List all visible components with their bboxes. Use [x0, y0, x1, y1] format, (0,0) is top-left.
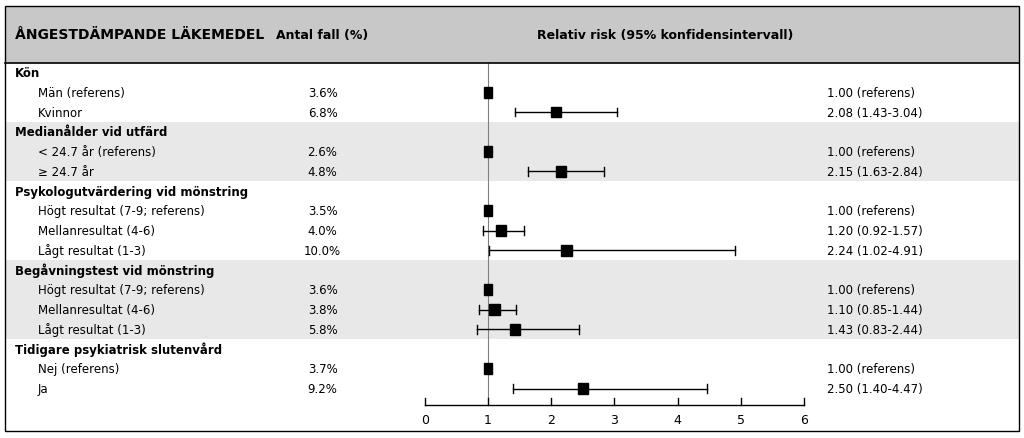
- Text: Mellanresultat (4-6): Mellanresultat (4-6): [38, 225, 155, 237]
- Bar: [484, 364, 493, 374]
- Text: Antal fall (%): Antal fall (%): [276, 28, 369, 42]
- Text: Kvinnor: Kvinnor: [38, 106, 83, 119]
- Text: Ja: Ja: [38, 382, 48, 395]
- Bar: [5, 182, 1019, 201]
- Text: Relativ risk (95% konfidensintervall): Relativ risk (95% konfidensintervall): [538, 28, 794, 42]
- Bar: [484, 206, 493, 217]
- Text: Tidigare psykiatrisk slutenvård: Tidigare psykiatrisk slutenvård: [15, 342, 222, 357]
- Bar: [5, 123, 1019, 142]
- Text: 4.0%: 4.0%: [307, 225, 338, 237]
- Text: ≥ 24.7 år: ≥ 24.7 år: [38, 166, 94, 178]
- Text: 1.00 (referens): 1.00 (referens): [827, 363, 915, 375]
- Text: 3.7%: 3.7%: [307, 363, 338, 375]
- Text: 1.00 (referens): 1.00 (referens): [827, 87, 915, 99]
- Text: Lågt resultat (1-3): Lågt resultat (1-3): [38, 244, 145, 258]
- Text: 2.24 (1.02-4.91): 2.24 (1.02-4.91): [827, 244, 924, 257]
- Bar: [496, 226, 506, 237]
- Bar: [5, 142, 1019, 162]
- Text: 5: 5: [736, 413, 744, 426]
- Text: 2.08 (1.43-3.04): 2.08 (1.43-3.04): [827, 106, 923, 119]
- Text: 6: 6: [800, 413, 808, 426]
- Text: Lågt resultat (1-3): Lågt resultat (1-3): [38, 323, 145, 336]
- Bar: [484, 285, 493, 296]
- Bar: [484, 147, 493, 158]
- Bar: [551, 107, 561, 118]
- Text: 3.8%: 3.8%: [308, 304, 337, 316]
- Text: Högt resultat (7-9; referens): Högt resultat (7-9; referens): [38, 205, 205, 218]
- Text: Kön: Kön: [15, 67, 41, 80]
- Text: 3: 3: [610, 413, 618, 426]
- Bar: [5, 201, 1019, 221]
- Text: 1: 1: [484, 413, 493, 426]
- Text: 9.2%: 9.2%: [307, 382, 338, 395]
- Text: 2: 2: [547, 413, 555, 426]
- Bar: [489, 304, 500, 315]
- Text: 2.6%: 2.6%: [307, 146, 338, 159]
- Text: 3.6%: 3.6%: [307, 87, 338, 99]
- Bar: [561, 245, 571, 256]
- Text: Män (referens): Män (referens): [38, 87, 125, 99]
- Text: 0: 0: [421, 413, 429, 426]
- Bar: [5, 261, 1019, 280]
- Bar: [5, 83, 1019, 103]
- Bar: [578, 383, 588, 394]
- Text: 10.0%: 10.0%: [304, 244, 341, 257]
- Bar: [5, 241, 1019, 261]
- Text: 1.00 (referens): 1.00 (referens): [827, 205, 915, 218]
- Text: 3.6%: 3.6%: [307, 284, 338, 297]
- Text: 5.8%: 5.8%: [308, 323, 337, 336]
- Text: Nej (referens): Nej (referens): [38, 363, 119, 375]
- Text: Medianålder vid utfärd: Medianålder vid utfärd: [15, 126, 168, 139]
- Bar: [5, 221, 1019, 241]
- Text: Begåvningstest vid mönstring: Begåvningstest vid mönstring: [15, 263, 215, 278]
- Bar: [510, 324, 520, 335]
- Text: 1.20 (0.92-1.57): 1.20 (0.92-1.57): [827, 225, 924, 237]
- Bar: [5, 379, 1019, 399]
- Bar: [556, 166, 566, 177]
- Bar: [5, 64, 1019, 83]
- Bar: [5, 103, 1019, 123]
- Bar: [5, 320, 1019, 339]
- Bar: [5, 280, 1019, 300]
- Bar: [5, 162, 1019, 182]
- Text: 1.10 (0.85-1.44): 1.10 (0.85-1.44): [827, 304, 923, 316]
- Bar: [5, 359, 1019, 379]
- Text: Högt resultat (7-9; referens): Högt resultat (7-9; referens): [38, 284, 205, 297]
- Bar: [5, 339, 1019, 359]
- Text: 4: 4: [674, 413, 682, 426]
- Text: 3.5%: 3.5%: [308, 205, 337, 218]
- Text: 6.8%: 6.8%: [307, 106, 338, 119]
- Bar: [5, 300, 1019, 320]
- Text: 2.15 (1.63-2.84): 2.15 (1.63-2.84): [827, 166, 924, 178]
- Text: 1.00 (referens): 1.00 (referens): [827, 146, 915, 159]
- Text: ÅNGESTDÄMPANDE LÄKEMEDEL: ÅNGESTDÄMPANDE LÄKEMEDEL: [15, 28, 264, 42]
- Text: Mellanresultat (4-6): Mellanresultat (4-6): [38, 304, 155, 316]
- Text: 1.00 (referens): 1.00 (referens): [827, 284, 915, 297]
- Text: 1.43 (0.83-2.44): 1.43 (0.83-2.44): [827, 323, 923, 336]
- Bar: [5, 7, 1019, 64]
- Text: 4.8%: 4.8%: [307, 166, 338, 178]
- Text: < 24.7 år (referens): < 24.7 år (referens): [38, 146, 156, 159]
- Text: Psykologutvärdering vid mönstring: Psykologutvärdering vid mönstring: [15, 185, 249, 198]
- Bar: [484, 88, 493, 99]
- Text: 2.50 (1.40-4.47): 2.50 (1.40-4.47): [827, 382, 924, 395]
